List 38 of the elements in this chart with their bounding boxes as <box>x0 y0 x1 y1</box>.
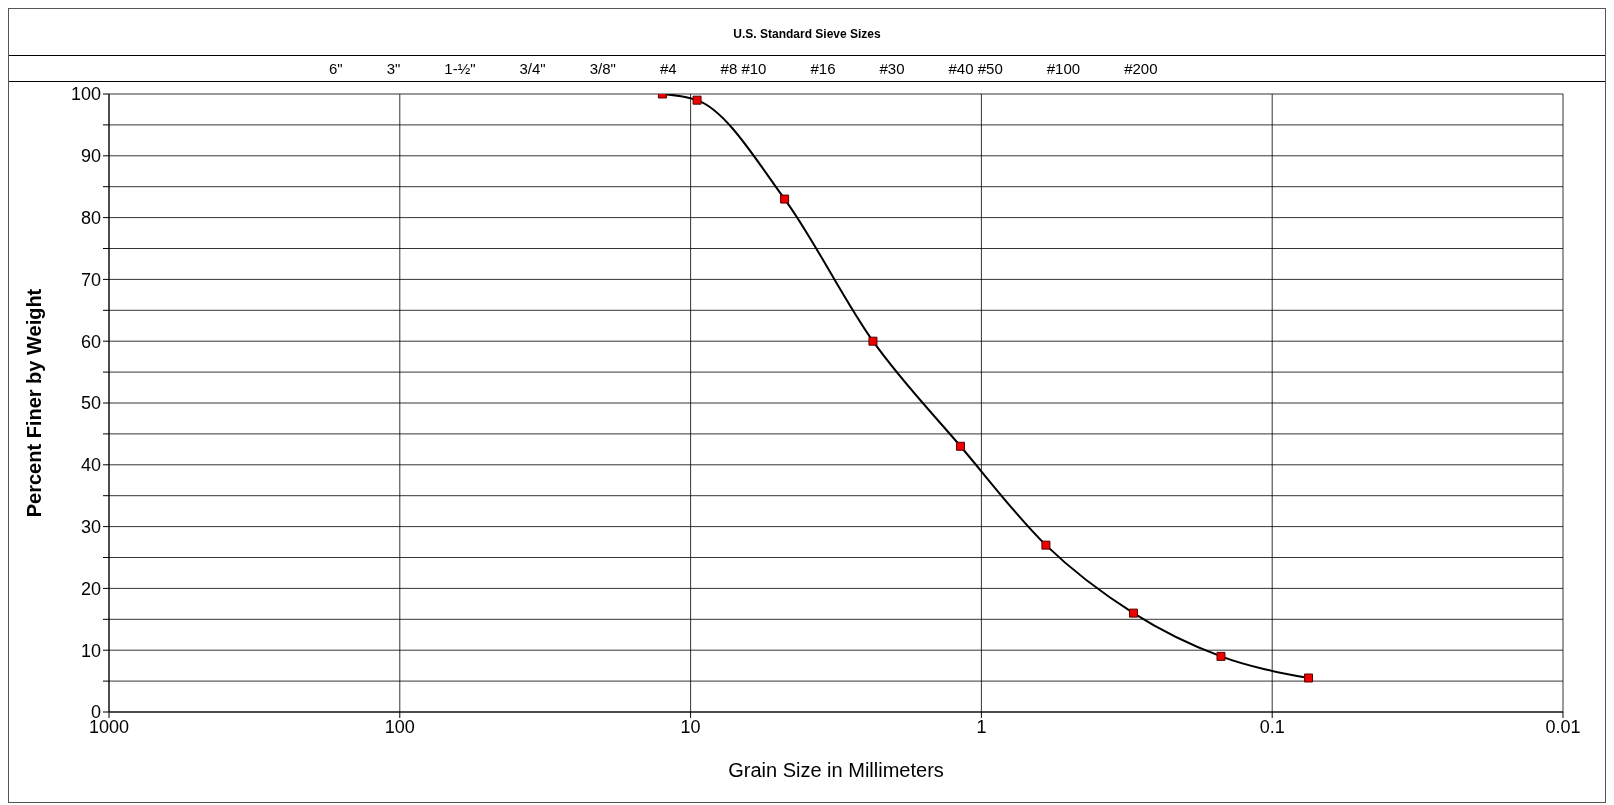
x-tick-label: 10 <box>680 716 701 737</box>
text: #200 <box>1124 60 1158 77</box>
y-tick-label: 30 <box>80 516 101 537</box>
x-tick-label: 0.01 <box>1545 716 1581 737</box>
point <box>1216 651 1226 661</box>
text: 1-½" <box>444 60 476 77</box>
y-tick-label: 80 <box>80 207 101 228</box>
text: #100 <box>1046 60 1081 77</box>
point <box>868 336 878 346</box>
y-tick-label: 90 <box>80 146 101 167</box>
text: #8 #10 <box>720 60 767 77</box>
y-tick-label: 40 <box>80 455 101 476</box>
y-tick-label: 10 <box>80 640 101 661</box>
point <box>780 194 790 204</box>
text: 3" <box>386 60 401 77</box>
text: #16 <box>810 60 836 77</box>
point <box>692 95 702 105</box>
point <box>1041 540 1051 550</box>
text: #30 <box>879 60 905 77</box>
y-axis-title: Percent Finer by Weight <box>23 288 46 518</box>
text: #4 <box>659 60 677 77</box>
text: 3/4" <box>519 60 546 77</box>
text: 6" <box>329 60 343 77</box>
x-tick-label: 100 <box>384 716 415 737</box>
point <box>1304 673 1314 683</box>
y-tick-label: 100 <box>70 84 101 105</box>
y-tick-label: 20 <box>80 578 101 599</box>
text: #40 #50 <box>948 60 1003 77</box>
x-tick-label: 1 <box>976 716 987 737</box>
y-tick-label: 60 <box>80 331 101 352</box>
x-tick-label: 0.1 <box>1259 716 1285 737</box>
point <box>956 441 965 451</box>
point <box>1128 608 1138 618</box>
x-axis-title: Grain Size in Millimeters <box>728 759 944 781</box>
x2-axis-title: U.S. Standard Sieve Sizes <box>732 26 882 43</box>
y-tick-label: 50 <box>80 393 101 414</box>
text: 3/8" <box>589 60 616 77</box>
y-tick-label: 70 <box>80 269 101 290</box>
